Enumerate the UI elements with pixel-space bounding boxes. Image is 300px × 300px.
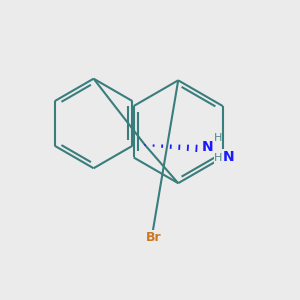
- Text: N: N: [223, 151, 235, 164]
- Text: H: H: [214, 133, 222, 143]
- Text: Br: Br: [146, 231, 161, 244]
- Text: N: N: [202, 140, 213, 154]
- Text: H: H: [214, 153, 222, 163]
